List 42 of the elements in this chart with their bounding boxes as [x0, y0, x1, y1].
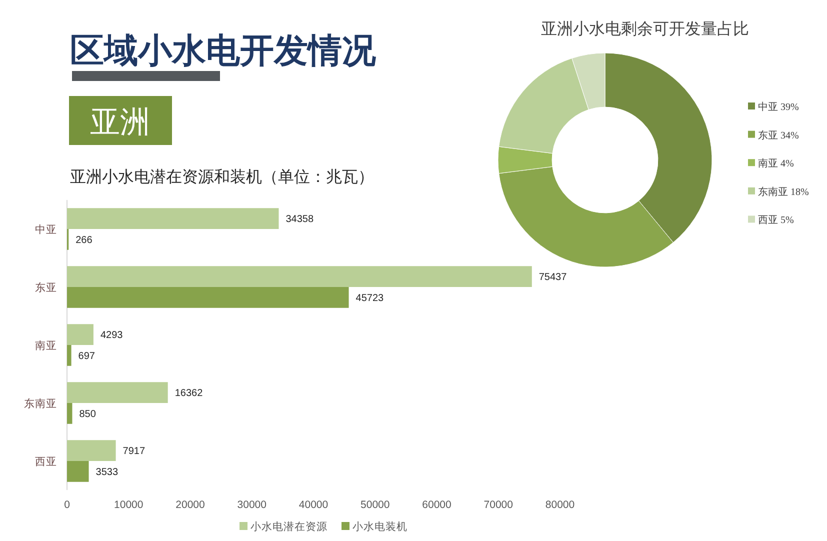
tick-label: 10000	[114, 499, 144, 511]
data-label: 7917	[122, 446, 146, 458]
chart-title: 亚洲小水电剩余可开发量占比	[541, 21, 749, 38]
category-label: 东亚	[35, 283, 57, 294]
category-label: 西亚	[35, 457, 57, 468]
legend-label: 小水电潜在资源	[250, 520, 328, 533]
title: 区域小水电开发情况	[70, 32, 376, 70]
data-label: 697	[78, 350, 95, 362]
category-label: 中亚	[35, 225, 57, 236]
legend-item: 东亚 34%	[748, 130, 799, 142]
legend-item: 小水电装机	[342, 522, 408, 533]
legend-item: 南亚 4%	[748, 158, 794, 170]
tick-label: 20000	[176, 499, 205, 511]
data-label: 34358	[286, 214, 314, 226]
chart-title: 亚洲小水电潜在资源和装机（单位：兆瓦）	[70, 169, 374, 186]
tick-label: 80000	[545, 499, 575, 511]
data-label: 45723	[356, 292, 384, 304]
tick-label: 0	[64, 499, 70, 511]
legend-label: 南亚 4%	[758, 158, 794, 170]
data-label: 850	[79, 408, 96, 420]
legend-label: 东亚 34%	[758, 129, 799, 142]
tick-label: 30000	[237, 499, 266, 511]
legend-item: 西亚 5%	[748, 215, 794, 226]
legend-item: 小水电潜在资源	[240, 522, 328, 533]
legend-label: 西亚 5%	[758, 215, 794, 226]
legend-label: 中亚 39%	[758, 101, 799, 113]
category-label: 南亚	[35, 341, 57, 352]
tick-label: 40000	[298, 499, 328, 511]
data-label: 3533	[96, 466, 118, 478]
legend-label: 小水电装机	[352, 520, 408, 533]
legend-item: 中亚 39%	[748, 102, 799, 113]
tick-label: 70000	[484, 499, 513, 511]
category-label: 东南亚	[24, 399, 57, 410]
data-label: 4293	[100, 330, 123, 342]
subtitle: 亚洲	[90, 106, 150, 139]
legend-label: 东南亚 18%	[758, 186, 809, 198]
tick-label: 50000	[360, 499, 390, 511]
data-label: 75437	[538, 272, 567, 284]
data-label: 266	[76, 234, 92, 246]
legend-item: 东南亚 18%	[748, 186, 809, 198]
data-label: 16362	[174, 388, 203, 400]
tick-label: 60000	[422, 499, 452, 511]
